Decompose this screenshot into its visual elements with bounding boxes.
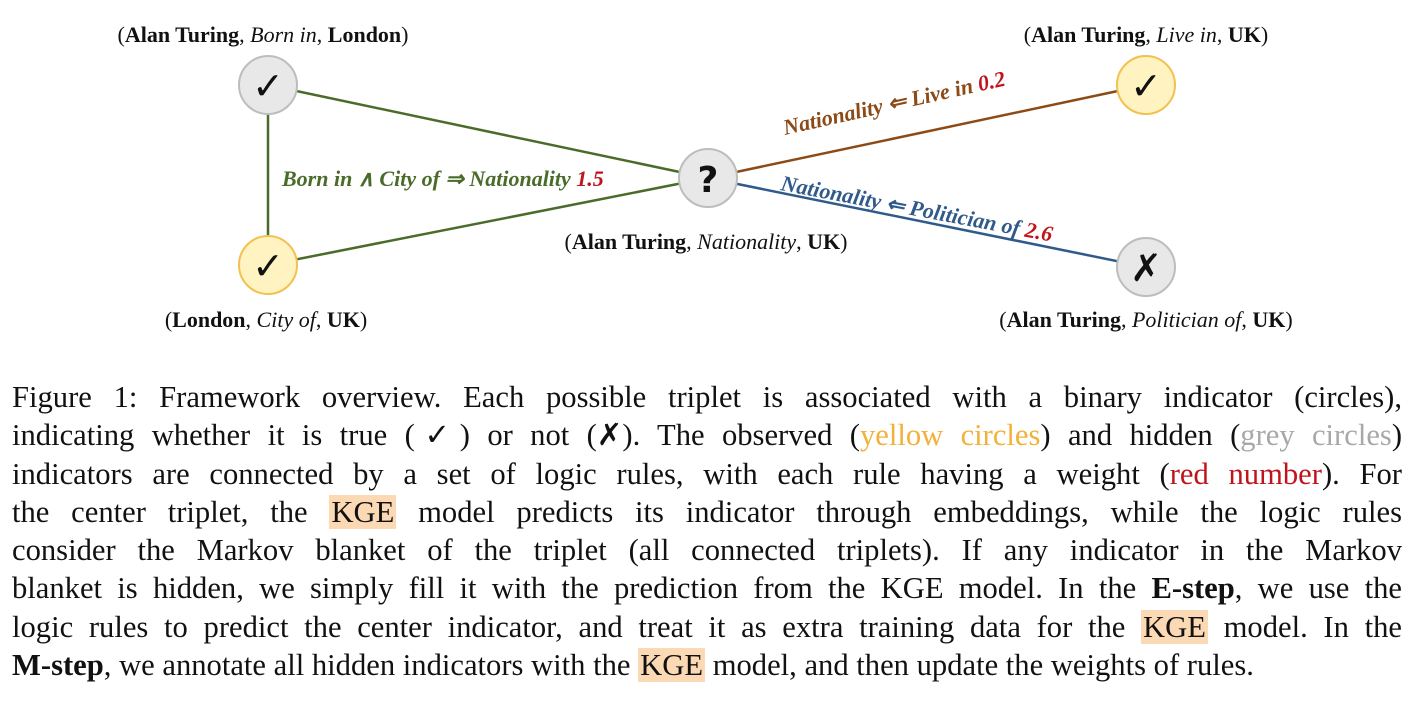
figure-caption: Figure 1: Framework overview. Each possi… (12, 378, 1402, 684)
kge-highlight: KGE (638, 648, 706, 683)
caption-line: consider the Markov blanket of the tripl… (12, 533, 1402, 568)
m-step-term: M-step (12, 648, 104, 683)
caption-line: the center triplet, the KGE model predic… (12, 494, 1402, 529)
check-icon: ✓ (252, 64, 284, 108)
label-born-in-london: (Alan Turing, Born in, London) (117, 22, 408, 47)
question-icon: ? (698, 160, 719, 201)
check-icon: ✓ (252, 244, 284, 288)
cross-icon: ✗ (1130, 246, 1162, 290)
edge-center-to-politician (707, 176, 1147, 269)
node-center-nationality: ? (678, 148, 738, 208)
edge-city-to-center (267, 176, 709, 267)
e-step-term: E-step (1151, 571, 1235, 606)
kge-highlight: KGE (329, 494, 397, 529)
caption-line: indicating whether it is true (✓) or not… (12, 418, 1403, 453)
kge-highlight: KGE (1141, 609, 1208, 644)
caption-line: indicators are connected by a set of log… (12, 456, 1402, 491)
label-politician-of-uk: (Alan Turing, Politician of, UK) (999, 307, 1292, 332)
check-icon: ✓ (1130, 64, 1162, 108)
rule-born-city-nationality: Born in ∧ City of ⇒ Nationality 1.5 (281, 166, 604, 191)
caption-line: blanket is hidden, we simply fill it wit… (12, 571, 1402, 606)
node-politician-of-uk: ✗ (1116, 237, 1176, 297)
rule-live-in-nationality: Nationality ⇐ Live in 0.2 (780, 66, 1008, 140)
label-live-in-uk: (Alan Turing, Live in, UK) (1024, 22, 1269, 47)
grey-circles-label: grey circles (1240, 418, 1392, 453)
framework-diagram: ✓ ✓ ? ✓ ✗ (Alan Turing, Born in, London)… (117, 22, 1292, 332)
label-city-of-uk: (London, City of, UK) (165, 307, 367, 332)
edge-born-to-center (267, 83, 709, 180)
node-city-of-uk: ✓ (238, 235, 298, 295)
red-number-label: red number (1169, 456, 1322, 491)
caption-line: M-step, we annotate all hidden indicator… (12, 648, 1254, 683)
yellow-circles-label: yellow circles (859, 418, 1041, 453)
node-live-in-uk: ✓ (1116, 55, 1176, 115)
caption-line: logic rules to predict the center indica… (12, 609, 1402, 644)
caption-line: Figure 1: Framework overview. Each possi… (12, 380, 1402, 414)
label-center-nationality: (Alan Turing, Nationality, UK) (565, 229, 848, 254)
edge-center-to-live (707, 83, 1147, 180)
node-born-in-london: ✓ (238, 55, 298, 115)
